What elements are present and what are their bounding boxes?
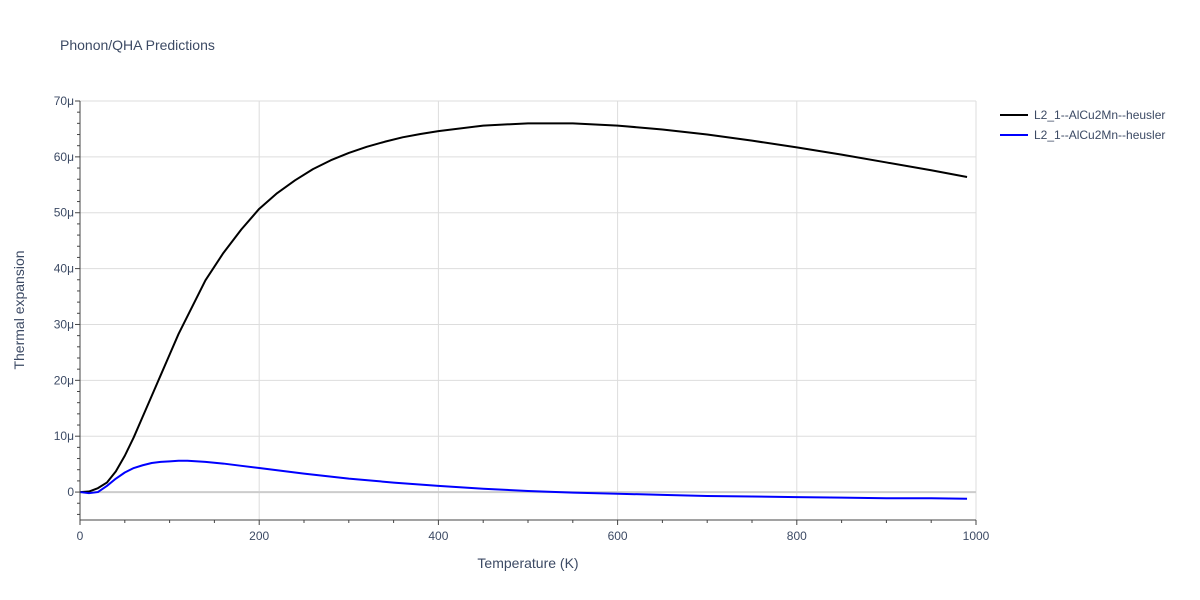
y-tick-label: 20μ	[54, 373, 74, 387]
series-line-1	[79, 122, 968, 494]
y-tick-label: 0	[67, 485, 74, 499]
x-tick-label: 200	[249, 529, 269, 543]
y-tick-label: 60μ	[54, 150, 74, 164]
x-axis-title: Temperature (K)	[477, 555, 578, 571]
y-tick-label: 50μ	[54, 206, 74, 220]
legend-item-2[interactable]: L2_1--AlCu2Mn--heusler	[1000, 128, 1165, 142]
legend-item-1[interactable]: L2_1--AlCu2Mn--heusler	[1000, 108, 1165, 122]
y-tick-label: 40μ	[54, 262, 74, 276]
x-tick-label: 1000	[963, 529, 990, 543]
y-tick-label: 30μ	[54, 317, 74, 331]
series-layer	[79, 122, 968, 500]
axes-layer: 0 200 400 600 800 1000 0 10μ 20μ 30μ 40μ 50μ 60μ 70μ	[54, 94, 990, 543]
x-tick-label: 800	[787, 529, 807, 543]
x-tick-label: 600	[608, 529, 628, 543]
legend[interactable]: L2_1--AlCu2Mn--heusler L2_1--AlCu2Mn--heu…	[1000, 108, 1165, 142]
y-tick-label: 10μ	[54, 429, 74, 443]
y-axis-title: Thermal expansion	[11, 250, 27, 369]
x-tick-label: 400	[428, 529, 448, 543]
y-tick-label: 70μ	[54, 94, 74, 108]
legend-label: L2_1--AlCu2Mn--heusler	[1034, 108, 1165, 122]
x-tick-label: 0	[77, 529, 84, 543]
chart-title: Phonon/QHA Predictions	[60, 37, 215, 53]
series-line-2	[79, 459, 968, 500]
grid-layer	[80, 100, 977, 520]
legend-label: L2_1--AlCu2Mn--heusler	[1034, 128, 1165, 142]
